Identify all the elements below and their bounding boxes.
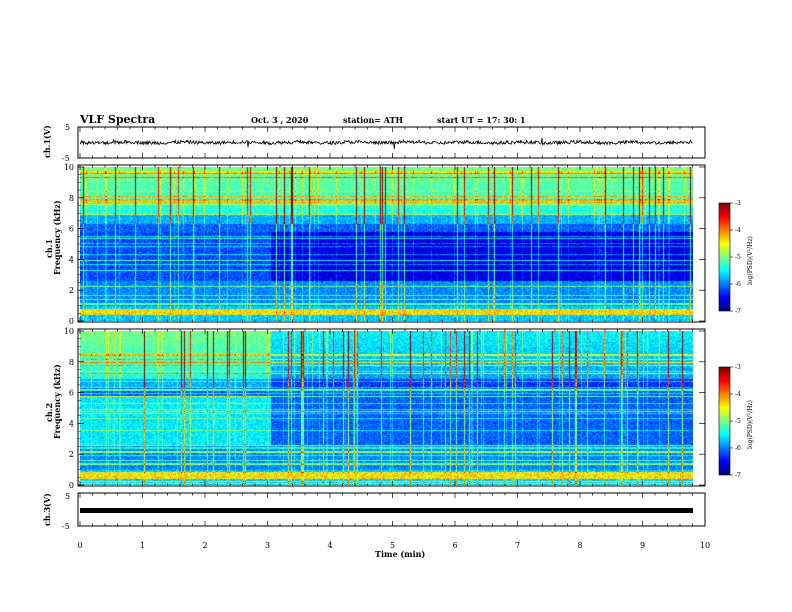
frequency-tick-label: 8 (69, 358, 74, 367)
frequency-tick-label: 10 (64, 163, 74, 172)
ch1-colorbar: -3 -4 -5 -6 -7 log(PSD)(V²/Hz) (718, 200, 754, 315)
ch1-ytick-bottom: -5 (62, 154, 70, 163)
time-tick-label: 5 (390, 541, 395, 550)
colorbar-tick-label: -7 (735, 472, 741, 479)
frequency-tick-label: 6 (69, 225, 74, 234)
time-tick-label: 9 (640, 541, 645, 550)
ch2-spectrogram-yticks: 0 2 4 6 8 10 (64, 327, 705, 490)
colorbar-tick-label: -4 (735, 391, 741, 398)
ch1-colorbar-ticks: -3 -4 -5 -6 -7 (730, 200, 741, 315)
time-axis-label: Time (min) (375, 549, 425, 559)
ch1-colorbar-gradient (719, 203, 730, 311)
time-tick-label: 2 (202, 541, 207, 550)
ch3-ytick-top: 5 (65, 492, 70, 501)
ch3-ytick-bottom: -5 (62, 522, 70, 531)
colorbar-tick-label: -6 (735, 445, 741, 452)
ch2-spectrogram-ylabel-frequency: Frequency (kHz) (52, 364, 62, 439)
colorbar-tick-label: -5 (735, 254, 741, 261)
colorbar-tick-label: -4 (735, 227, 741, 234)
frequency-tick-label: 0 (69, 481, 74, 490)
ch3-waveform-ylabel: ch.3(V) (42, 493, 52, 526)
colorbar-tick-label: -7 (735, 308, 741, 315)
time-tick-label: 10 (700, 541, 710, 550)
frequency-tick-label: 4 (69, 255, 74, 264)
time-tick-label: 6 (452, 541, 457, 550)
ch1-spectrogram-ylabel-channel: ch.1 (44, 239, 54, 258)
ch1-spectrogram-frame (77, 164, 706, 323)
time-tick-label: 1 (140, 541, 145, 550)
ch1-colorbar-label: log(PSD)(V²/Hz) (747, 236, 754, 285)
ch3-waveform-line (80, 508, 693, 513)
frequency-tick-label: 0 (69, 317, 74, 326)
time-tick-label: 4 (327, 541, 332, 550)
frequency-tick-label: 8 (69, 194, 74, 203)
time-axis-tick-labels: 0 1 2 3 4 5 6 7 8 9 10 (77, 541, 710, 550)
time-axis-ticks (79, 127, 706, 526)
ch1-waveform-ylabel: ch.1(V) (42, 125, 52, 158)
ch1-spectrogram-yticks: 0 2 4 6 8 10 (64, 163, 705, 326)
time-tick-label: 3 (265, 541, 270, 550)
header-station: station= ATH (343, 115, 403, 125)
ch1-waveform-panel: 5 -5 ch.1(V) (42, 123, 706, 163)
header-start-time: start UT = 17: 30: 1 (437, 115, 526, 125)
time-tick-label: 7 (515, 541, 520, 550)
colorbar-tick-label: -5 (735, 418, 741, 425)
ch2-spectrogram-frame (77, 328, 706, 487)
ch2-colorbar-ticks: -3 -4 -5 -6 -7 (730, 364, 741, 479)
header-date: Oct. 3 , 2020 (251, 115, 309, 125)
ch2-spectrogram-panel: 0 2 4 6 8 10 ch.2 Frequency (kHz) (44, 327, 706, 490)
ch1-waveform-frame (77, 126, 706, 159)
frequency-tick-label: 6 (69, 389, 74, 398)
colorbar-tick-label: -3 (735, 200, 741, 207)
frequency-tick-label: 4 (69, 419, 74, 428)
time-tick-label: 8 (577, 541, 582, 550)
time-tick-label: 0 (77, 541, 82, 550)
ch2-colorbar: -3 -4 -5 -6 -7 log(PSD)(V²/Hz) (718, 364, 754, 479)
ch1-waveform-line (79, 137, 693, 150)
ch1-spectrogram-image (80, 167, 693, 321)
frequency-tick-label: 10 (64, 327, 74, 336)
ch2-spectrogram-image (80, 331, 693, 485)
ch1-spectrogram-ylabel-frequency: Frequency (kHz) (52, 200, 62, 275)
figure-title: VLF Spectra (79, 113, 155, 126)
ch3-waveform-panel: 5 -5 ch.3(V) (42, 492, 706, 531)
colorbar-tick-label: -6 (735, 281, 741, 288)
frequency-tick-label: 2 (69, 286, 74, 295)
ch1-ytick-top: 5 (65, 123, 70, 132)
frequency-tick-label: 2 (69, 450, 74, 459)
ch3-waveform-frame (77, 492, 706, 527)
ch1-spectrogram-panel: 0 2 4 6 8 10 ch.1 Frequency (kHz) (44, 163, 706, 326)
ch2-spectrogram-ylabel-channel: ch.2 (44, 403, 54, 422)
ch2-colorbar-gradient (719, 367, 730, 475)
colorbar-tick-label: -3 (735, 364, 741, 371)
ch2-colorbar-label: log(PSD)(V²/Hz) (747, 400, 754, 449)
